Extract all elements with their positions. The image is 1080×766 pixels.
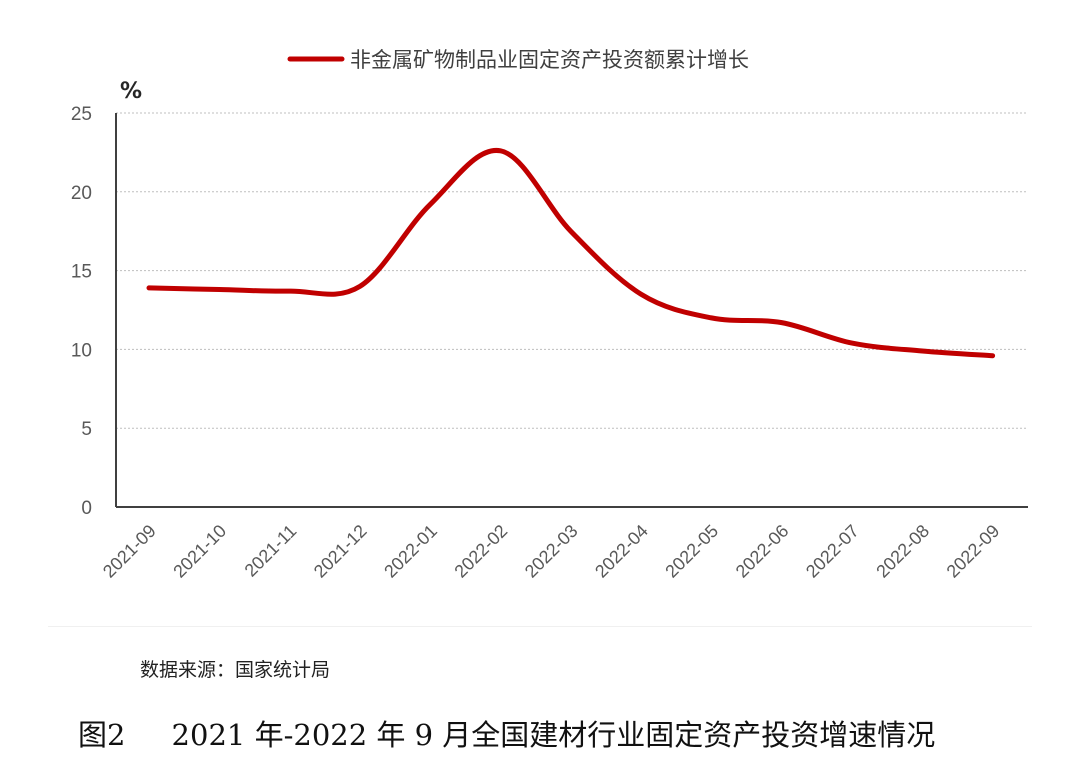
x-tick-label: 2021-11 xyxy=(241,521,301,581)
x-tick-label: 2022-02 xyxy=(450,521,511,582)
series-line xyxy=(146,148,996,359)
x-tick-label: 2021-10 xyxy=(169,521,230,582)
y-tick-label: 15 xyxy=(71,262,92,283)
y-tick-label: 20 xyxy=(71,183,92,204)
x-tick-label: 2022-07 xyxy=(802,521,863,582)
y-tick-labels: 0 5 10 15 20 25 xyxy=(71,104,92,519)
legend-label: 非金属矿物制品业固定资产投资额累计增长 xyxy=(350,48,749,72)
legend: 非金属矿物制品业固定资产投资额累计增长 xyxy=(287,48,749,72)
x-tick-label: 2022-04 xyxy=(591,521,652,582)
x-tick-label: 2022-09 xyxy=(943,521,1004,582)
y-tick-label: 10 xyxy=(71,340,92,361)
gridlines xyxy=(116,112,1028,429)
y-axis-unit: % xyxy=(120,79,142,104)
x-tick-label: 2021-12 xyxy=(310,521,371,582)
x-tick-label: 2022-06 xyxy=(732,521,793,582)
x-tick-label: 2021-09 xyxy=(99,521,160,582)
x-tick-label: 2022-05 xyxy=(661,521,722,582)
data-source: 数据来源：国家统计局 xyxy=(140,659,331,681)
y-tick-label: 5 xyxy=(81,419,92,440)
figure-caption: 图2 2021 年-2022 年 9 月全国建材行业固定资产投资增速情况 xyxy=(78,718,936,752)
y-tick-label: 25 xyxy=(71,104,92,125)
chart-frame-divider xyxy=(48,626,1032,627)
y-tick-label: 0 xyxy=(81,498,92,519)
x-tick-label: 2022-01 xyxy=(380,521,441,582)
axes xyxy=(115,113,1028,508)
x-tick-label: 2022-03 xyxy=(521,521,582,582)
x-tick-labels: 2021-09 2021-10 2021-11 2021-12 2022-01 2022-… xyxy=(99,521,1003,582)
x-tick-label: 2022-08 xyxy=(872,521,933,582)
